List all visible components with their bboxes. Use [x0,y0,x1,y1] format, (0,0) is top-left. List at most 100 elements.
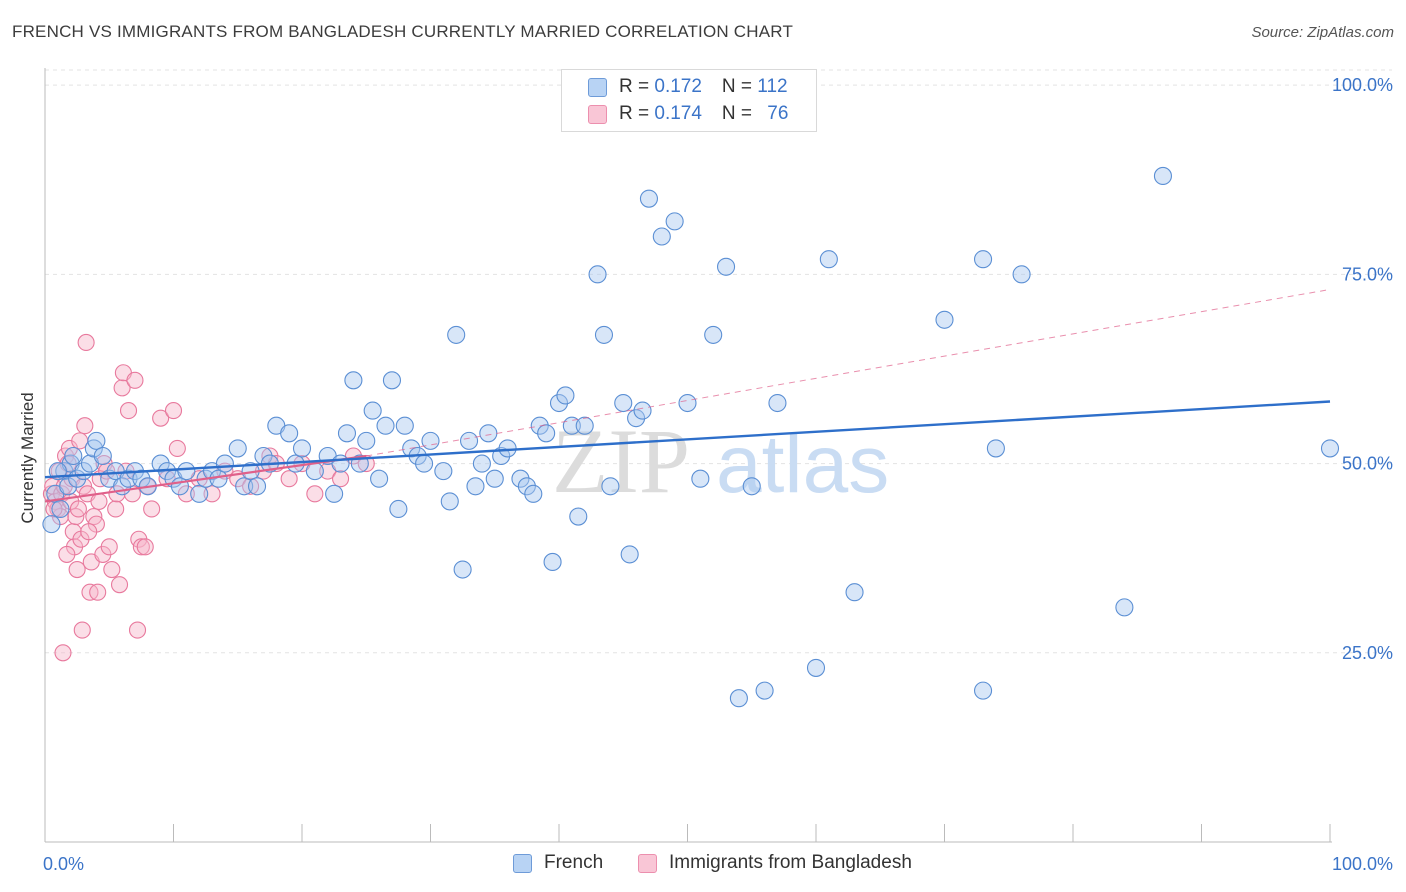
french-point [588,265,607,284]
french-point [973,681,993,700]
bangladesh-point [168,439,186,457]
bangladesh-point [107,500,125,518]
french-swatch [588,77,607,97]
french-point [704,325,723,344]
bangladesh-point [128,621,147,639]
bangladesh-point [89,583,107,601]
french-point [620,545,639,564]
french-point [190,484,209,503]
french-point [453,560,472,579]
french-point [247,477,267,496]
french-point [87,431,106,450]
french-point [556,386,575,405]
french-point [421,431,440,450]
bangladesh-point [177,485,195,503]
bottom-bangladesh-swatch [638,853,657,873]
french-point [151,454,170,473]
french-point [729,689,748,708]
french-point [119,469,138,488]
bangladesh-point [110,576,129,594]
french-point [627,409,646,428]
french-point [691,469,710,488]
french-point [575,416,594,435]
bangladesh-point [77,333,95,352]
french-point [562,416,581,435]
french-point [459,431,479,450]
french-point [768,393,787,413]
y-tick-label: 50.0% [1342,454,1393,474]
bottom-french-label: French [544,852,604,873]
bangladesh-swatch [588,104,607,124]
tick-labels: 25.0% 50.0% 75.0% 100.0% 0.0% 100.0% [43,75,1393,874]
french-point [363,401,382,420]
watermark-atlas: atlas [716,419,889,510]
french-point [639,189,659,208]
legend-french-r-value: 0.172 [654,76,702,97]
french-point [177,462,196,481]
french-point [440,492,459,511]
bangladesh-point [203,485,221,503]
french-point [382,371,402,390]
french-point [755,681,774,700]
french-point [93,446,112,466]
french-point [935,310,954,329]
french-point [806,658,826,677]
legend-french-n-value: 112 [757,76,788,97]
french-point [1320,439,1340,458]
watermark: ZIP atlas [552,410,889,512]
y-tick-label: 100.0% [1332,75,1393,95]
bangladesh-point [80,523,98,541]
bangladesh-point [132,538,150,556]
bangladesh-point [103,560,121,579]
french-point [357,431,376,450]
grid-lines [45,69,1392,654]
french-point [389,499,408,519]
french-point [652,227,671,246]
bangladesh-point [90,492,108,510]
french-point [292,439,312,458]
french-point [1012,265,1031,284]
french-point [395,416,414,435]
french-point [447,325,466,344]
bangladesh-point [152,409,170,427]
french-point [819,250,838,269]
french-point [51,499,70,519]
french-point [280,424,299,443]
french-trend-line [44,400,1331,479]
french-point [614,393,633,413]
bangladesh-point [242,477,260,495]
french-point [337,424,357,443]
bottom-legend-bangladesh: Immigrants from Bangladesh [638,852,912,874]
french-point [742,477,761,496]
french-point [524,484,543,503]
bottom-legend-french: French [513,852,603,874]
legend-bangladesh-n-label: N = [721,103,758,124]
bangladesh-point [100,538,118,556]
french-point [549,393,569,413]
french-point [511,469,530,488]
french-point [376,416,395,435]
bangladesh-point [113,379,131,397]
watermark-zip: ZIP [552,410,690,512]
bangladesh-point [306,485,324,503]
source-label: Source: ZipAtlas.com [1251,24,1394,41]
bangladesh-point [54,644,72,662]
bangladesh-point [136,538,154,556]
french-point [594,325,614,344]
french-point [537,424,556,443]
french-point [678,393,697,413]
french-point [517,477,536,496]
axes [44,68,1332,843]
french-point [845,583,864,602]
legend-bangladesh-r-value: 0.174 [654,103,702,124]
french-point [633,401,652,420]
french-point [485,469,504,488]
french-point [716,257,736,276]
bangladesh-trend-line [44,454,367,503]
bottom-french-swatch [513,853,532,873]
bangladesh-points [42,333,375,662]
chart-title: FRENCH VS IMMIGRANTS FROM BANGLADESH CUR… [12,22,794,41]
french-point [64,446,83,466]
bangladesh-point [73,621,91,639]
bangladesh-point [331,470,350,488]
